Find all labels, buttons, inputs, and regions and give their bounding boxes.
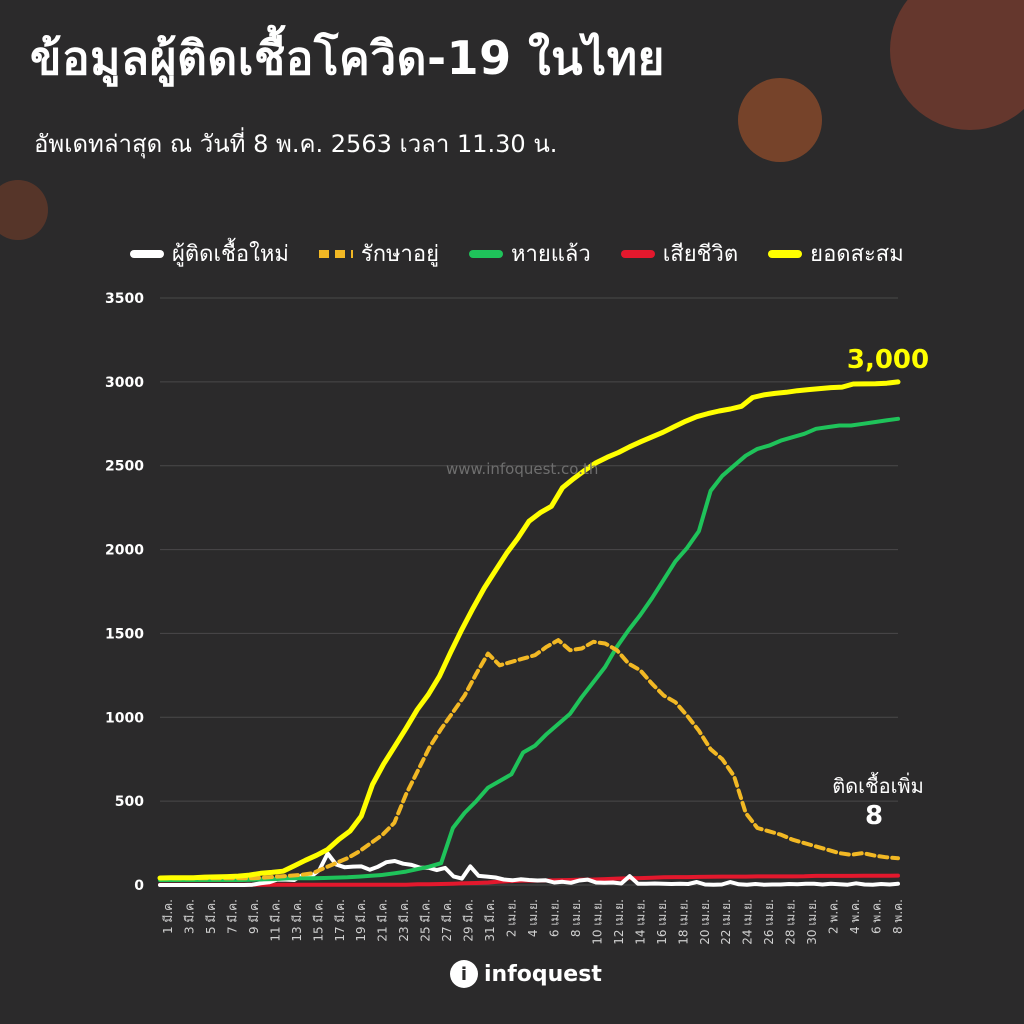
y-tick-label: 500 bbox=[115, 794, 144, 810]
x-tick-label: 16 เม.ย. bbox=[655, 899, 669, 945]
y-tick-label: 0 bbox=[134, 878, 144, 894]
y-tick-label: 3000 bbox=[105, 375, 144, 391]
x-tick-label: 21 มี.ค. bbox=[376, 899, 390, 942]
y-axis: 0 500 1000 1500 2000 2500 3000 3500 bbox=[105, 291, 144, 894]
watermark: www.infoquest.co.th bbox=[446, 460, 599, 478]
x-tick-label: 6 พ.ค. bbox=[870, 899, 884, 934]
x-tick-label: 20 เม.ย. bbox=[698, 899, 712, 945]
x-tick-label: 31 มี.ค. bbox=[483, 899, 497, 942]
y-tick-label: 1500 bbox=[105, 626, 144, 642]
chart-grid bbox=[160, 297, 898, 886]
x-tick-label: 30 เม.ย. bbox=[805, 899, 819, 945]
series-line-active bbox=[158, 638, 900, 881]
page-title: ข้อมูลผู้ติดเชื้อโควิด-19 ในไทย bbox=[30, 31, 665, 85]
legend-swatch-new bbox=[130, 249, 164, 258]
x-tick-label: 4 เม.ย. bbox=[526, 899, 540, 937]
x-tick-label: 29 มี.ค. bbox=[462, 899, 476, 942]
virus-decoration-icon bbox=[0, 0, 1024, 240]
x-tick-label: 25 มี.ค. bbox=[419, 899, 433, 942]
page-subtitle: อัพเดทล่าสุด ณ วันที่ 8 พ.ค. 2563 เวลา 1… bbox=[34, 130, 558, 158]
x-tick-label: 12 เม.ย. bbox=[612, 899, 626, 945]
legend-swatch-total bbox=[768, 249, 803, 258]
legend-item-new: ผู้ติดเชื้อใหม่ bbox=[130, 236, 289, 271]
y-tick-label: 2000 bbox=[105, 543, 144, 559]
legend-label-recovered: หายแล้ว bbox=[510, 242, 591, 267]
legend-item-recovered: หายแล้ว bbox=[468, 236, 591, 271]
x-tick-label: 4 พ.ค. bbox=[848, 899, 862, 934]
x-tick-label: 6 เม.ย. bbox=[547, 899, 561, 937]
chart-series bbox=[157, 379, 901, 887]
legend-item-active: รักษาอยู่ bbox=[318, 236, 439, 271]
x-tick-label: 10 เม.ย. bbox=[590, 899, 604, 945]
logo-mark-icon: i bbox=[450, 960, 478, 988]
logo-text: infoquest bbox=[484, 961, 602, 987]
legend-label-total: ยอดสะสม bbox=[810, 242, 904, 267]
x-tick-label: 22 เม.ย. bbox=[719, 899, 733, 945]
legend-swatch-deaths bbox=[620, 249, 655, 258]
x-tick-label: 23 มี.ค. bbox=[397, 899, 411, 942]
x-tick-label: 15 มี.ค. bbox=[311, 899, 325, 942]
x-tick-label: 13 มี.ค. bbox=[290, 899, 304, 942]
total-annotation: 3,000 bbox=[847, 345, 929, 375]
y-tick-label: 1000 bbox=[105, 710, 144, 726]
legend-item-total: ยอดสะสม bbox=[768, 236, 904, 271]
x-tick-label: 8 พ.ค. bbox=[891, 899, 905, 934]
legend-swatch-recovered bbox=[468, 249, 503, 258]
x-tick-label: 7 มี.ค. bbox=[225, 899, 239, 934]
new-cases-value: 8 bbox=[865, 801, 883, 831]
x-tick-label: 9 มี.ค. bbox=[247, 899, 261, 934]
y-tick-label: 3500 bbox=[105, 291, 144, 307]
legend-label-deaths: เสียชีวิต bbox=[662, 242, 739, 267]
x-tick-label: 2 เม.ย. bbox=[505, 899, 519, 937]
x-tick-label: 2 พ.ค. bbox=[827, 899, 841, 934]
legend-label-new: ผู้ติดเชื้อใหม่ bbox=[172, 242, 289, 267]
x-tick-label: 27 มี.ค. bbox=[440, 899, 454, 942]
chart-legend: ผู้ติดเชื้อใหม่ รักษาอยู่ หายแล้ว เสียชี… bbox=[130, 236, 904, 271]
x-tick-label: 3 มี.ค. bbox=[182, 899, 196, 934]
infoquest-logo: i infoquest bbox=[450, 960, 602, 988]
x-tick-label: 1 มี.ค. bbox=[161, 899, 175, 934]
legend-item-deaths: เสียชีวิต bbox=[620, 236, 739, 271]
x-tick-label: 18 เม.ย. bbox=[676, 899, 690, 945]
y-tick-label: 2500 bbox=[105, 459, 144, 475]
x-tick-label: 17 มี.ค. bbox=[333, 899, 347, 942]
legend-swatch-active bbox=[318, 249, 353, 258]
x-tick-label: 14 เม.ย. bbox=[633, 899, 647, 945]
x-tick-label: 8 เม.ย. bbox=[569, 899, 583, 937]
x-tick-label: 11 มี.ค. bbox=[268, 899, 282, 942]
x-tick-label: 24 เม.ย. bbox=[741, 899, 755, 945]
x-tick-label: 28 เม.ย. bbox=[784, 899, 798, 945]
series-line-recovered bbox=[158, 416, 900, 882]
x-axis: 1 มี.ค. 3 มี.ค. 5 มี.ค. 7 มี.ค. 9 มี.ค. 11 มี… bbox=[161, 899, 905, 945]
new-cases-caption: ติดเชื้อเพิ่ม bbox=[832, 772, 924, 798]
legend-label-active: รักษาอยู่ bbox=[360, 242, 439, 267]
x-tick-label: 26 เม.ย. bbox=[762, 899, 776, 945]
series-line-total bbox=[157, 379, 901, 881]
x-tick-label: 19 มี.ค. bbox=[354, 899, 368, 942]
x-tick-label: 5 มี.ค. bbox=[204, 899, 218, 934]
